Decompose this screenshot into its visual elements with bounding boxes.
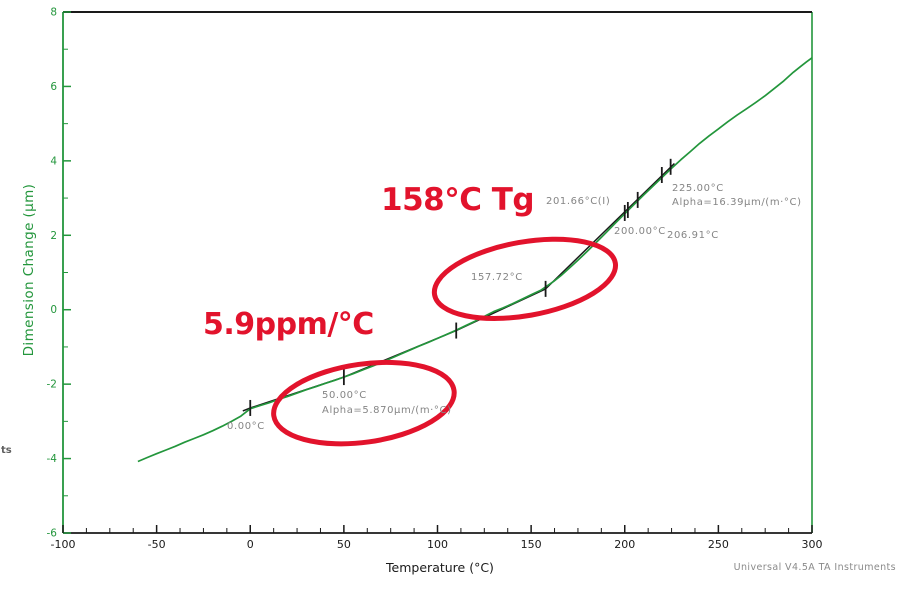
- instrument-label: 200.00°C: [614, 226, 666, 237]
- dimension-change-curve: [137, 57, 813, 463]
- x-tick-label: 50: [337, 538, 351, 551]
- x-tick-label: 150: [521, 538, 542, 551]
- y-tick-label: 6: [50, 81, 57, 93]
- y-tick-label: 2: [50, 230, 57, 242]
- instrument-label: Alpha=5.870μm/(m·°C): [322, 405, 452, 416]
- x-tick-label: 100: [427, 538, 448, 551]
- y-axis-title: Dimension Change (μm): [21, 183, 37, 357]
- instrument-watermark: Universal V4.5A TA Instruments: [733, 562, 896, 573]
- x-tick-label: -100: [51, 538, 76, 551]
- x-tick-label: 250: [708, 538, 729, 551]
- y-tick-label: 8: [50, 7, 57, 19]
- cte-fit-high-temperature-line: [545, 162, 675, 290]
- cte-highlight-ellipse: [271, 359, 457, 447]
- instrument-label: 157.72°C: [471, 272, 523, 283]
- x-tick-label: 200: [614, 538, 635, 551]
- x-axis-title: Temperature (°C): [386, 560, 494, 575]
- cropped-text-fragment: ts: [1, 445, 12, 456]
- tg-highlight-text: 158°C Tg: [381, 182, 535, 218]
- instrument-label: 225.00°C: [672, 183, 724, 194]
- cte-highlight-text: 5.9ppm/°C: [203, 307, 374, 342]
- y-tick-label: -2: [47, 379, 57, 391]
- y-tick-label: 0: [50, 304, 57, 316]
- x-tick-label: 0: [247, 538, 254, 551]
- tg-highlight-ellipse: [431, 236, 619, 321]
- instrument-label: 50.00°C: [322, 390, 367, 401]
- instrument-label: 0.00°C: [227, 421, 265, 432]
- x-tick-label: 300: [802, 538, 823, 551]
- instrument-label: Alpha=16.39μm/(m·°C): [672, 197, 802, 208]
- y-tick-label: 4: [50, 155, 57, 167]
- x-tick-label: -50: [148, 538, 166, 551]
- y-tick-label: -4: [47, 453, 58, 465]
- instrument-label: 206.91°C: [667, 230, 719, 241]
- instrument-label: 201.66°C(I): [546, 196, 611, 207]
- y-tick-label: -6: [47, 528, 58, 540]
